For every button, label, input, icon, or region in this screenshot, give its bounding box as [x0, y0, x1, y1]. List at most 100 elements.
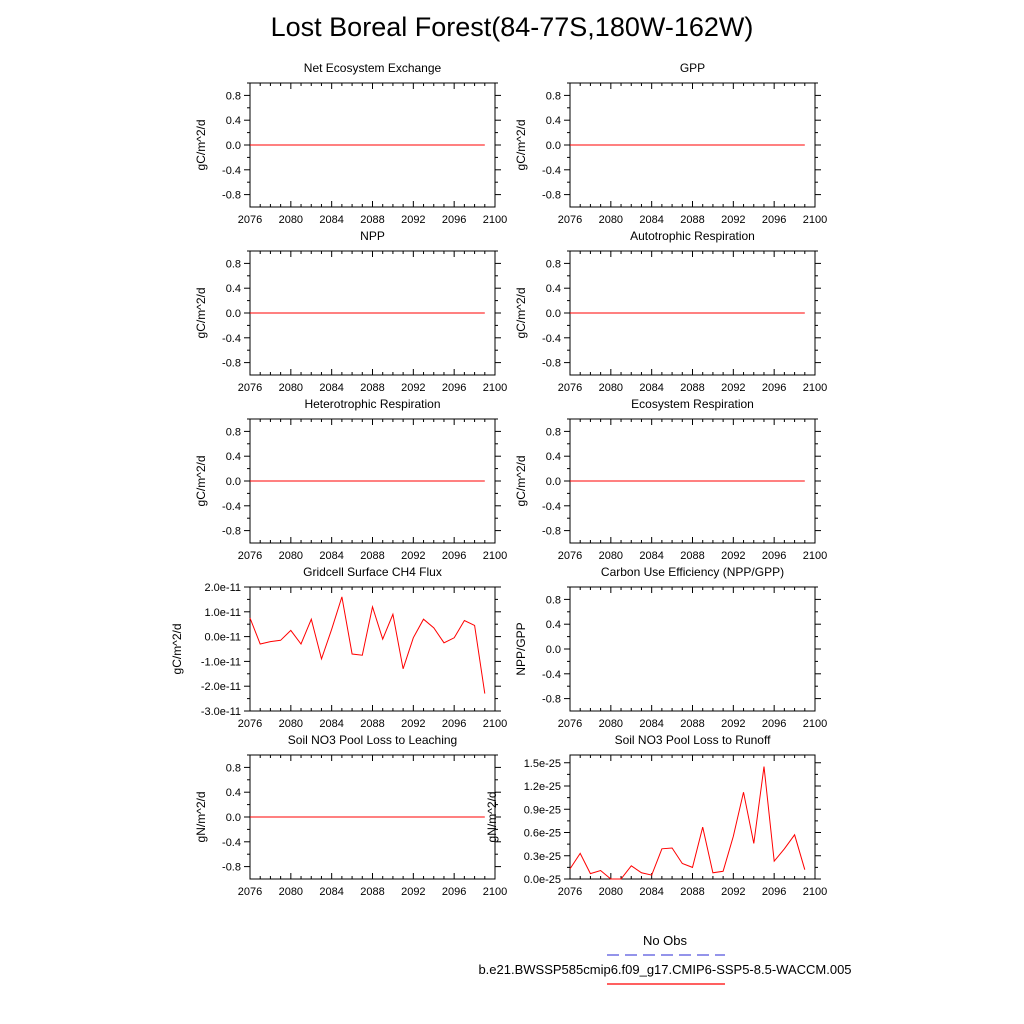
panel-title: Autotrophic Respiration [630, 229, 755, 243]
y-axis-label: gC/m^2/d [514, 120, 528, 171]
y-tick-label: -0.4 [542, 669, 561, 681]
x-tick-label: 2080 [279, 886, 303, 898]
x-tick-label: 2076 [558, 214, 582, 226]
panel-title: GPP [680, 61, 705, 75]
panel-8: Carbon Use Efficiency (NPP/GPP) NPP/GPP 20… [514, 565, 827, 730]
y-tick-label: 0.4 [546, 619, 561, 631]
x-tick-label: 2088 [680, 214, 704, 226]
y-tick-label: -0.8 [222, 358, 241, 370]
y-tick-label: 0.6e-25 [524, 828, 561, 840]
y-tick-label: -0.4 [222, 501, 241, 513]
x-tick-label: 2088 [360, 718, 384, 730]
y-tick-label: -0.8 [542, 190, 561, 202]
legend-model-label: b.e21.BWSSP585cmip6.f09_g17.CMIP6-SSP5-8… [478, 962, 851, 977]
y-tick-label: -0.4 [542, 501, 561, 513]
x-tick-label: 2092 [721, 382, 745, 394]
y-tick-label: -1.0e-11 [201, 656, 241, 668]
panel-9: Soil NO3 Pool Loss to Leaching gN/m^2/d 20… [194, 733, 507, 898]
x-tick-label: 2100 [803, 550, 827, 562]
series-line [569, 766, 806, 880]
panel-title: Heterotrophic Respiration [304, 397, 440, 411]
y-tick-label: 0.0e-25 [524, 874, 561, 886]
y-tick-label: -0.4 [222, 165, 241, 177]
x-tick-label: 2092 [401, 550, 425, 562]
y-tick-label: -0.8 [542, 694, 561, 706]
x-tick-label: 2080 [599, 718, 623, 730]
plot-frame [569, 586, 816, 712]
x-tick-label: 2088 [680, 886, 704, 898]
x-tick-label: 2080 [279, 718, 303, 730]
y-tick-label: 0.4 [546, 451, 561, 463]
y-tick-label: 0.4 [226, 787, 241, 799]
panel-title: Soil NO3 Pool Loss to Runoff [615, 733, 772, 747]
x-tick-label: 2080 [599, 886, 623, 898]
x-tick-label: 2092 [721, 718, 745, 730]
x-tick-label: 2088 [680, 718, 704, 730]
panel-10: Soil NO3 Pool Loss to Runoff gN/m^2/d 2076… [485, 733, 827, 898]
x-tick-label: 2092 [721, 214, 745, 226]
panel-1: Net Ecosystem Exchange gC/m^2/d 2076 2080 20… [194, 61, 507, 226]
x-tick-label: 2092 [401, 718, 425, 730]
x-tick-label: 2084 [319, 886, 343, 898]
panel-4: Autotrophic Respiration gC/m^2/d 2076 2080 2… [514, 229, 827, 394]
y-tick-label: 0.0 [546, 476, 561, 488]
panel-title: Carbon Use Efficiency (NPP/GPP) [601, 565, 784, 579]
y-tick-label: 1.2e-25 [524, 781, 561, 793]
x-tick-label: 2088 [360, 382, 384, 394]
x-tick-label: 2084 [639, 382, 663, 394]
x-tick-label: 2100 [483, 886, 507, 898]
x-tick-label: 2100 [483, 550, 507, 562]
x-tick-label: 2084 [639, 214, 663, 226]
panel-title: Net Ecosystem Exchange [304, 61, 442, 75]
y-tick-label: 0.8 [546, 90, 561, 102]
x-tick-label: 2080 [599, 214, 623, 226]
x-tick-label: 2088 [680, 550, 704, 562]
y-tick-label: 2.0e-11 [205, 582, 242, 594]
x-tick-label: 2076 [558, 550, 582, 562]
y-tick-label: 0.0 [546, 140, 561, 152]
x-tick-label: 2080 [279, 214, 303, 226]
x-tick-label: 2092 [401, 382, 425, 394]
x-tick-label: 2100 [803, 214, 827, 226]
legend-obs-label: No Obs [643, 933, 688, 948]
y-tick-label: 0.8 [546, 426, 561, 438]
y-axis-label: gC/m^2/d [194, 120, 208, 171]
figure-title: Lost Boreal Forest(84-77S,180W-162W) [270, 12, 754, 42]
legend: No Obs b.e21.BWSSP585cmip6.f09_g17.CMIP6… [478, 933, 852, 985]
panel-5: Heterotrophic Respiration gC/m^2/d 2076 208… [194, 397, 507, 562]
x-tick-label: 2084 [319, 550, 343, 562]
x-tick-label: 2096 [442, 382, 466, 394]
y-tick-label: 0.8 [546, 594, 561, 606]
panel-7: Gridcell Surface CH4 Flux gC/m^2/d 2076 208… [170, 565, 507, 730]
x-tick-label: 2096 [762, 886, 786, 898]
y-tick-label: 0.4 [546, 115, 561, 127]
panel-6: Ecosystem Respiration gC/m^2/d 2076 2080 208… [514, 397, 827, 562]
y-tick-label: 0.0 [546, 308, 561, 320]
y-tick-label: 0.4 [226, 283, 241, 295]
y-tick-label: 0.8 [226, 90, 241, 102]
x-tick-label: 2092 [401, 886, 425, 898]
y-tick-label: 0.0 [226, 308, 241, 320]
y-tick-label: -0.4 [222, 837, 241, 849]
x-tick-label: 2096 [762, 214, 786, 226]
y-axis-label: gC/m^2/d [514, 288, 528, 339]
x-tick-label: 2096 [442, 550, 466, 562]
x-tick-label: 2096 [762, 382, 786, 394]
x-tick-label: 2096 [762, 550, 786, 562]
y-tick-label: -0.4 [542, 333, 561, 345]
x-tick-label: 2096 [762, 718, 786, 730]
y-axis-label: gC/m^2/d [514, 456, 528, 507]
x-tick-label: 2076 [558, 718, 582, 730]
x-tick-label: 2092 [721, 886, 745, 898]
x-tick-label: 2076 [558, 382, 582, 394]
x-tick-label: 2088 [360, 214, 384, 226]
y-tick-label: -3.0e-11 [201, 706, 241, 718]
x-tick-label: 2084 [319, 214, 343, 226]
panel-3: NPP gC/m^2/d 2076 2080 2084 2088 2092 2096 2100 0… [194, 229, 507, 394]
x-tick-label: 2100 [483, 214, 507, 226]
y-axis-label: gC/m^2/d [194, 456, 208, 507]
y-tick-label: 0.4 [546, 283, 561, 295]
x-tick-label: 2084 [319, 718, 343, 730]
x-tick-label: 2100 [803, 718, 827, 730]
